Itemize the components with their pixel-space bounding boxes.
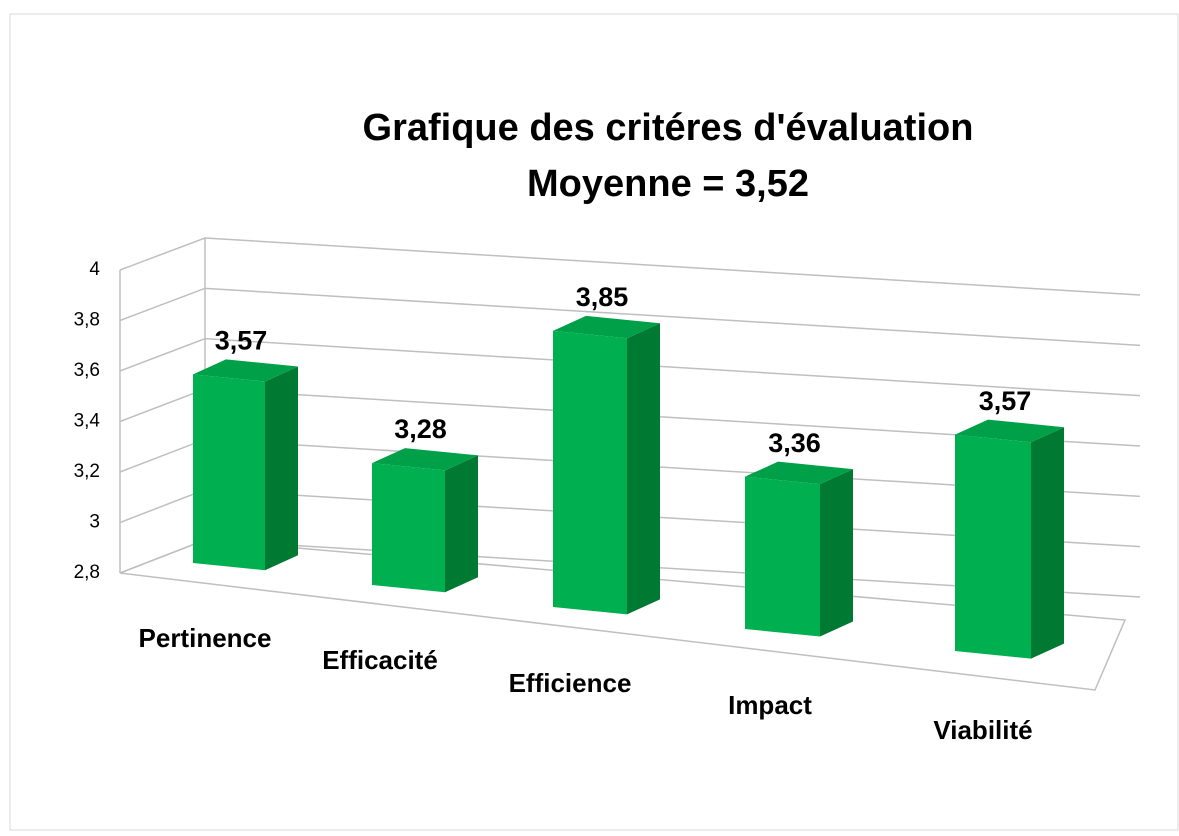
chart-title: Grafique des critéres d'évaluation [363, 107, 974, 149]
y-tick-label: 3,6 [74, 360, 100, 381]
x-tick-label: Efficacité [322, 645, 438, 675]
bar-side [445, 455, 478, 593]
bar-side [627, 323, 660, 615]
value-label: 3,85 [576, 282, 629, 312]
bar [745, 476, 820, 637]
grid-line [119, 237, 1141, 296]
bar [193, 374, 265, 571]
bar-top [193, 359, 298, 382]
value-label: 3,57 [979, 386, 1032, 416]
x-tick-label: Pertinence [139, 623, 272, 653]
y-tick-label: 4 [89, 259, 100, 280]
grid-line [119, 337, 1141, 397]
bar [955, 434, 1031, 659]
bar [372, 463, 445, 593]
y-tick-label: 3,4 [74, 411, 101, 432]
value-label: 3,28 [394, 414, 447, 444]
bar-top [745, 461, 853, 485]
y-tick-label: 3 [89, 512, 100, 533]
bar-top [553, 315, 660, 339]
x-tick-label: Efficience [509, 668, 632, 698]
bar [553, 330, 627, 615]
x-tick-label: Impact [728, 690, 812, 720]
bar-top [955, 419, 1064, 443]
y-tick-label: 2,8 [74, 562, 100, 583]
chart-subtitle: Moyenne = 3,52 [527, 163, 809, 205]
x-tick-label: Viabilité [933, 715, 1032, 745]
y-tick-label: 3,8 [74, 310, 100, 331]
y-tick-label: 3,2 [74, 461, 100, 482]
bar-side [1031, 427, 1064, 659]
grid-line [119, 287, 1141, 347]
bar-side [265, 366, 298, 571]
value-label: 3,57 [215, 325, 268, 355]
bar-top [372, 448, 478, 471]
value-label: 3,36 [768, 428, 821, 458]
bar-side [820, 469, 853, 637]
